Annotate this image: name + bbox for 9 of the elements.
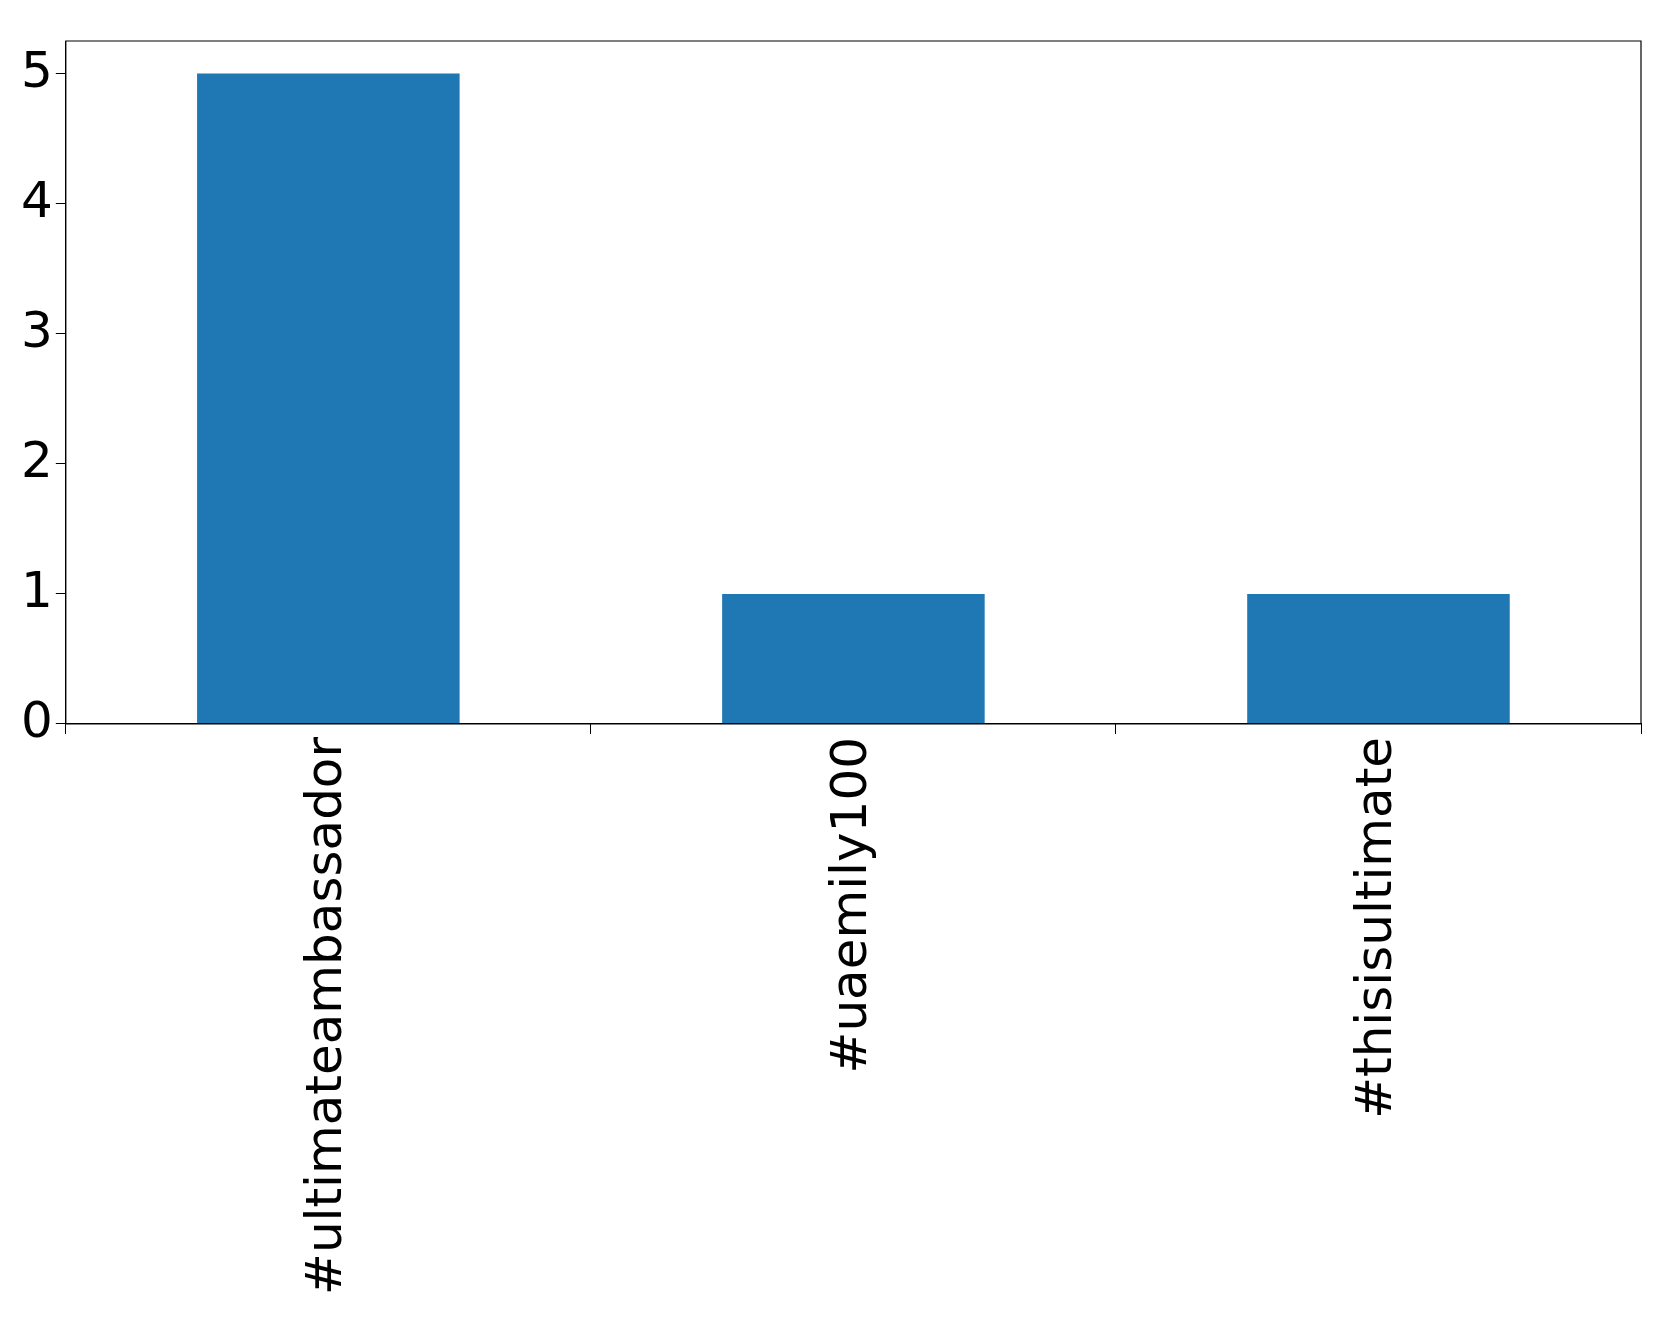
y-tick-label: 0 bbox=[21, 690, 53, 749]
x-tick-label: #thisisultimate bbox=[1345, 736, 1404, 1119]
y-tick-label: 5 bbox=[21, 40, 53, 99]
y-tick-label: 2 bbox=[21, 430, 53, 489]
x-tick-label: #uaemily100 bbox=[820, 736, 879, 1074]
y-tick-label: 4 bbox=[21, 170, 53, 229]
y-tick-label: 1 bbox=[21, 560, 53, 619]
x-tick-label: #ultimateambassador bbox=[295, 736, 354, 1296]
y-tick-label: 3 bbox=[21, 300, 53, 359]
